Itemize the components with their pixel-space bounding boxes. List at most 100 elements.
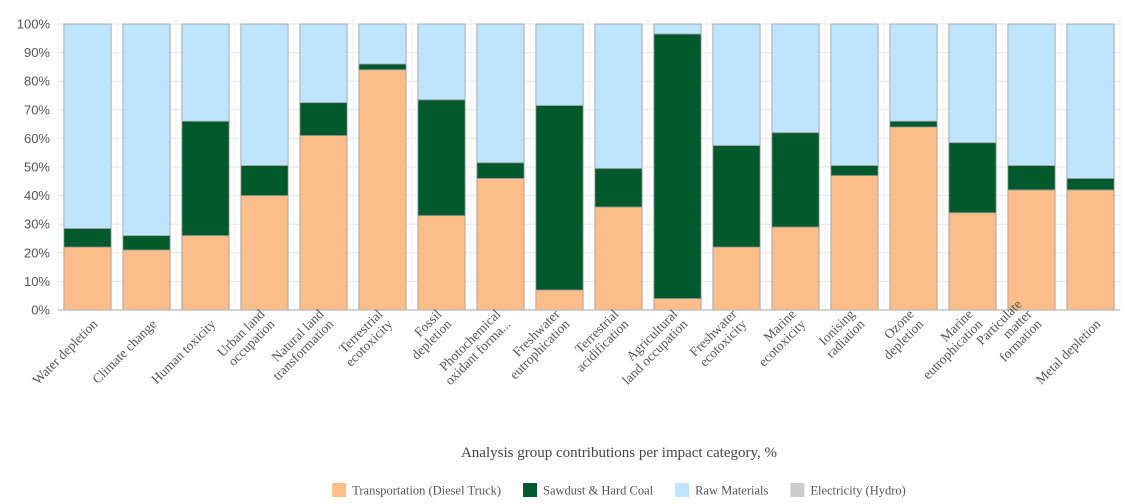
y-tick-label: 100% [17, 17, 51, 32]
bar-segment[interactable] [299, 23, 348, 104]
bar-segment[interactable] [889, 120, 938, 128]
bar-segment[interactable] [653, 23, 702, 35]
y-tick-label: 30% [24, 217, 50, 232]
bar-segment[interactable] [63, 228, 112, 248]
bar-segment[interactable] [1066, 178, 1115, 191]
y-tick-label: 40% [24, 188, 50, 203]
bar-segment[interactable] [771, 132, 820, 228]
bar-segment[interactable] [240, 195, 289, 311]
bar-segment[interactable] [1007, 165, 1056, 191]
y-tick-label: 0% [31, 303, 50, 318]
bar-segment[interactable] [63, 23, 112, 229]
legend-item[interactable]: Transportation (Diesel Truck) [332, 483, 501, 498]
bar-segment[interactable] [889, 126, 938, 311]
bar-segment[interactable] [122, 235, 171, 251]
bar-segment[interactable] [476, 23, 525, 164]
bar-segment[interactable] [594, 23, 643, 169]
x-tick-label: Terrestrialacidification [572, 306, 632, 374]
bar-segment[interactable] [889, 23, 938, 122]
bar-segment[interactable] [358, 23, 407, 65]
bar-segment[interactable] [181, 235, 230, 311]
bar-segment[interactable] [948, 23, 997, 144]
bar-segment[interactable] [771, 23, 820, 134]
bar-segment[interactable] [299, 135, 348, 311]
bars-layer [63, 23, 1115, 311]
legend-swatch [332, 483, 347, 497]
bar-segment[interactable] [594, 206, 643, 311]
grid-layer [57, 16, 1121, 311]
y-tick-label: 20% [24, 245, 50, 260]
x-axis-title: Analysis group contributions per impact … [461, 445, 777, 461]
bar-segment[interactable] [712, 145, 761, 248]
svg-text:Freshwatereutrophication: Freshwatereutrophication [497, 306, 573, 382]
bar-segment[interactable] [594, 168, 643, 208]
bar-segment[interactable] [1066, 189, 1115, 311]
bar-segment[interactable] [417, 23, 466, 101]
legend: Transportation (Diesel Truck) Sawdust & H… [332, 483, 906, 498]
bar-segment[interactable] [948, 142, 997, 214]
bar-segment[interactable] [771, 226, 820, 311]
bar-segment[interactable] [653, 298, 702, 311]
y-tick-label: 50% [24, 160, 50, 175]
bar-segment[interactable] [122, 23, 171, 237]
bar-segment[interactable] [535, 105, 584, 291]
x-tick-label: Freshwatereutrophication [497, 306, 573, 382]
svg-text:Natural landtransformation: Natural landtransformation [260, 306, 337, 383]
legend-item[interactable]: Electricity (Hydro) [790, 483, 906, 498]
svg-text:Ozonedepletion: Ozonedepletion [870, 306, 926, 362]
x-tick-label: Marineecotoxicity [746, 306, 809, 369]
y-tick-label: 10% [24, 274, 50, 289]
bar-segment[interactable] [1007, 189, 1056, 311]
y-tick-label: 80% [24, 74, 50, 89]
legend-swatch [790, 483, 805, 497]
bar-segment[interactable] [181, 23, 230, 122]
bar-segment[interactable] [948, 212, 997, 311]
svg-text:Marineecotoxicity: Marineecotoxicity [746, 306, 809, 369]
bar-segment[interactable] [181, 120, 230, 237]
bar-segment[interactable] [1066, 23, 1115, 179]
bar-segment[interactable] [535, 289, 584, 311]
svg-text:Urban landoccupation: Urban landoccupation [214, 306, 277, 369]
bar-segment[interactable] [122, 249, 171, 311]
legend-label: Sawdust & Hard Coal [543, 484, 654, 498]
svg-text:Marineeutrophication: Marineeutrophication [910, 306, 986, 382]
bar-segment[interactable] [653, 33, 702, 299]
svg-text:Ionisingradiation: Ionisingradiation [813, 306, 868, 361]
bar-segment[interactable] [358, 63, 407, 71]
bar-segment[interactable] [240, 165, 289, 197]
bar-segment[interactable] [417, 99, 466, 217]
y-tick-label: 70% [24, 102, 50, 117]
bar-segment[interactable] [712, 23, 761, 146]
x-tick-label: Ionisingradiation [813, 306, 868, 361]
svg-text:Terrestrialecotoxicity: Terrestrialecotoxicity [333, 306, 396, 369]
legend-swatch [523, 483, 538, 497]
bar-segment[interactable] [535, 23, 584, 106]
bar-segment[interactable] [830, 23, 879, 166]
y-axis: 0% 10% 20% 30% 40% 50% 60% 70% 80% 90% 100% [17, 17, 51, 318]
x-tick-label: Ozonedepletion [870, 306, 926, 362]
x-tick-label: Marineeutrophication [910, 306, 986, 382]
bar-segment[interactable] [358, 69, 407, 311]
bar-segment[interactable] [63, 246, 112, 311]
bar-segment[interactable] [1007, 23, 1056, 166]
bar-segment[interactable] [476, 178, 525, 311]
legend-label: Electricity (Hydro) [810, 484, 905, 498]
svg-text:Freshwaterecotoxicity: Freshwaterecotoxicity [687, 306, 750, 369]
bar-segment[interactable] [830, 175, 879, 311]
x-tick-label: Freshwaterecotoxicity [687, 306, 750, 369]
bar-segment[interactable] [299, 102, 348, 136]
legend-item[interactable]: Sawdust & Hard Coal [523, 483, 654, 498]
y-tick-label: 90% [24, 45, 50, 60]
bar-segment[interactable] [476, 162, 525, 179]
bar-segment[interactable] [830, 165, 879, 176]
legend-swatch [675, 483, 690, 497]
x-tick-label: Terrestrialecotoxicity [333, 306, 396, 369]
bar-segment[interactable] [712, 246, 761, 311]
legend-label: Raw Materials [695, 484, 768, 498]
x-tick-label: Natural landtransformation [260, 306, 337, 383]
bar-segment[interactable] [417, 215, 466, 311]
legend-item[interactable]: Raw Materials [675, 483, 768, 498]
bar-segment[interactable] [240, 23, 289, 166]
x-tick-label: Urban landoccupation [214, 306, 277, 369]
